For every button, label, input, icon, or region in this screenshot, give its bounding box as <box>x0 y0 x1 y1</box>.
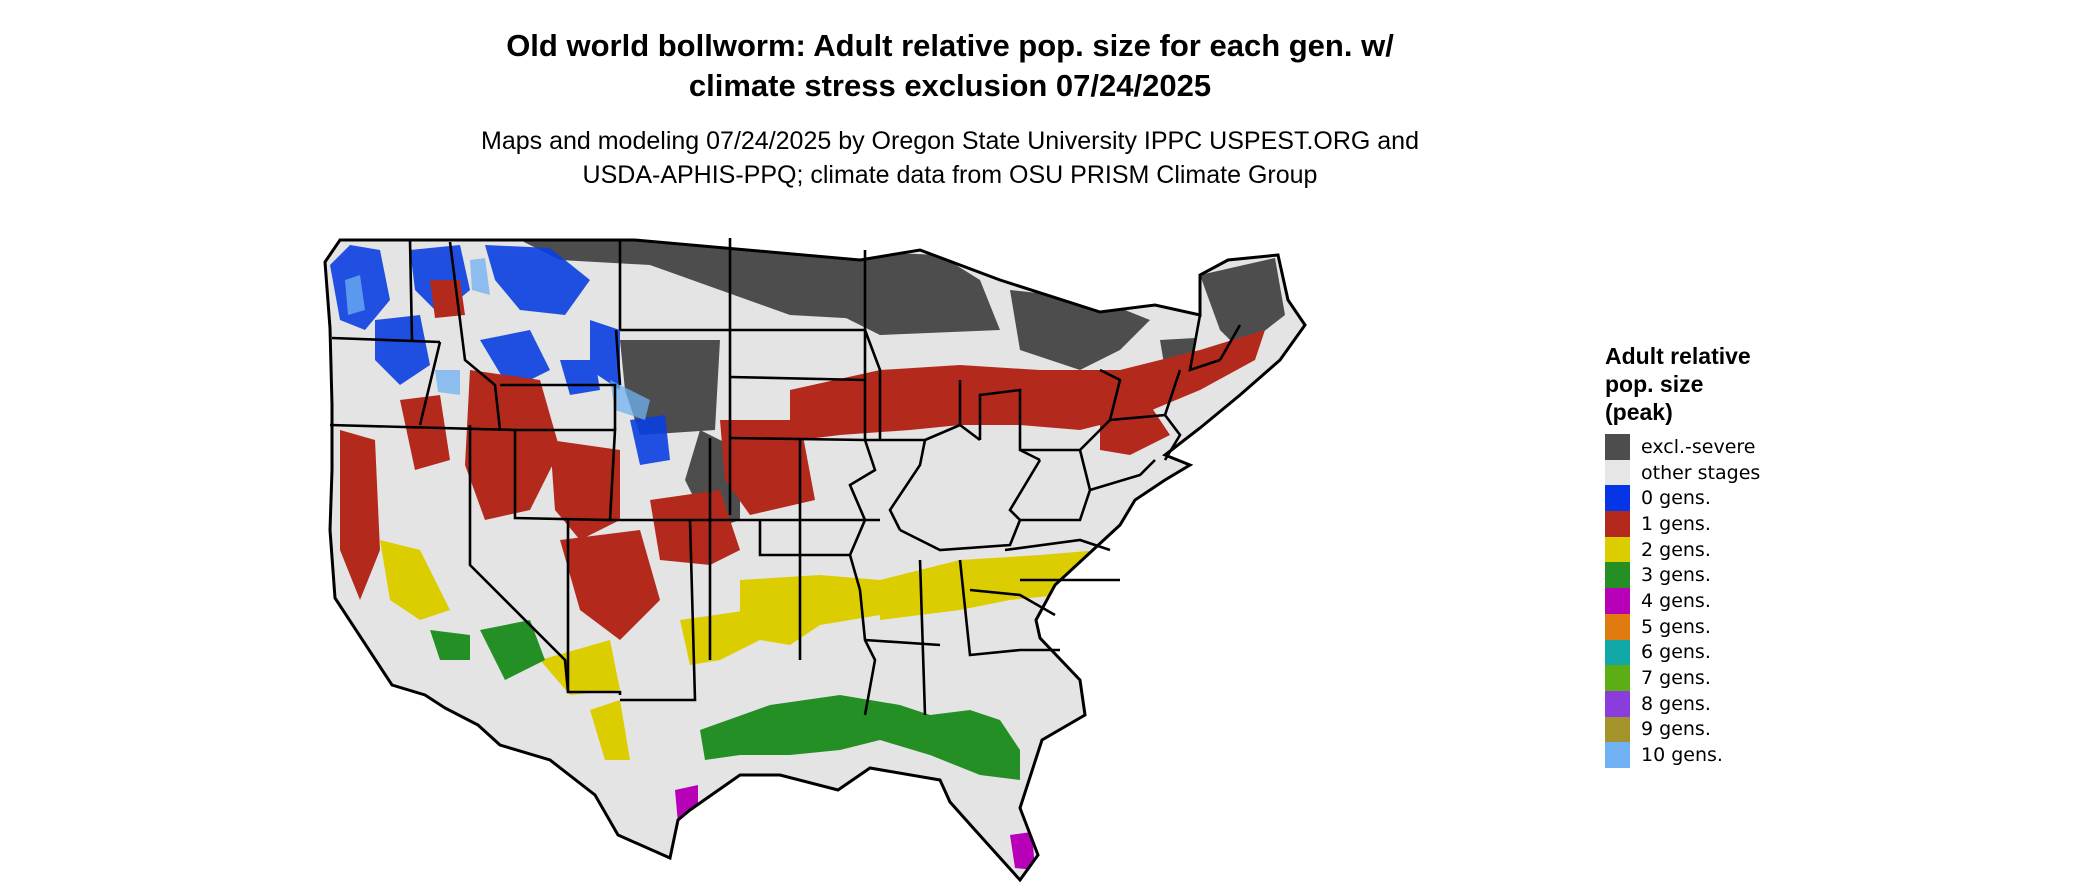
legend-label: 0 gens. <box>1641 487 1711 510</box>
legend-item: other stages <box>1605 459 1855 486</box>
legend-label: 10 gens. <box>1641 744 1723 767</box>
legend-swatch <box>1605 716 1630 743</box>
legend-item: 1 gens. <box>1605 511 1855 537</box>
ten-gens-region <box>345 258 650 420</box>
legend-item: 9 gens. <box>1605 716 1855 743</box>
legend-label: 1 gens. <box>1641 512 1711 535</box>
legend-label: 5 gens. <box>1641 615 1711 638</box>
legend-title-line-2: pop. size <box>1605 371 1704 397</box>
subtitle-line-2: USDA-APHIS-PPQ; climate data from OSU PR… <box>582 161 1318 189</box>
zero-gens-region <box>330 245 670 465</box>
legend-label: 9 gens. <box>1641 718 1711 741</box>
legend-swatch <box>1605 742 1630 768</box>
two-gens-region <box>380 540 1110 760</box>
legend-label: 3 gens. <box>1641 564 1711 587</box>
map-legend: Adult relative pop. size (peak) excl.-se… <box>1605 342 1855 768</box>
legend-label: 4 gens. <box>1641 589 1711 612</box>
legend-label: other stages <box>1641 461 1761 484</box>
legend-swatch <box>1605 562 1630 589</box>
legend-item: 7 gens. <box>1605 665 1855 691</box>
legend-swatch <box>1605 536 1630 563</box>
legend-item: 6 gens. <box>1605 639 1855 666</box>
three-gens-region <box>430 620 1020 780</box>
legend-swatch <box>1605 613 1630 640</box>
legend-label: 6 gens. <box>1641 641 1711 664</box>
legend-swatch <box>1605 588 1630 614</box>
legend-item: excl.-severe <box>1605 434 1855 460</box>
us-pest-map <box>323 238 1307 883</box>
legend-item: 10 gens. <box>1605 742 1855 768</box>
legend-swatch <box>1605 434 1630 460</box>
one-gen-region <box>340 280 1265 640</box>
legend-item: 3 gens. <box>1605 562 1855 589</box>
legend-swatch <box>1605 639 1630 666</box>
legend-items: excl.-severe other stages 0 gens. 1 gens. 2 … <box>1605 434 1855 768</box>
legend-label: 2 gens. <box>1641 538 1711 561</box>
legend-item: 4 gens. <box>1605 588 1855 614</box>
legend-label: 7 gens. <box>1641 667 1711 690</box>
legend-swatch <box>1605 665 1630 691</box>
legend-label: excl.-severe <box>1641 435 1756 458</box>
legend-item: 5 gens. <box>1605 613 1855 640</box>
state-boundaries <box>329 238 1242 716</box>
us-outline <box>323 238 1307 883</box>
legend-swatch <box>1605 459 1630 486</box>
title-line-2: climate stress exclusion 07/24/2025 <box>688 68 1212 103</box>
legend-title: Adult relative pop. size (peak) <box>1605 342 1855 426</box>
legend-swatch <box>1605 690 1630 717</box>
legend-item: 8 gens. <box>1605 690 1855 717</box>
legend-swatch <box>1605 485 1630 512</box>
title-line-1: Old world bollworm: Adult relative pop. … <box>506 28 1394 63</box>
map-subtitle: Maps and modeling 07/24/2025 by Oregon S… <box>0 124 1900 192</box>
legend-label: 8 gens. <box>1641 692 1711 715</box>
legend-title-line-1: Adult relative <box>1605 343 1751 369</box>
legend-title-line-3: (peak) <box>1605 399 1673 425</box>
legend-item: 0 gens. <box>1605 485 1855 512</box>
legend-swatch <box>1605 511 1630 537</box>
legend-item: 2 gens. <box>1605 536 1855 563</box>
subtitle-line-1: Maps and modeling 07/24/2025 by Oregon S… <box>481 127 1419 155</box>
map-title: Old world bollworm: Adult relative pop. … <box>0 26 1900 106</box>
